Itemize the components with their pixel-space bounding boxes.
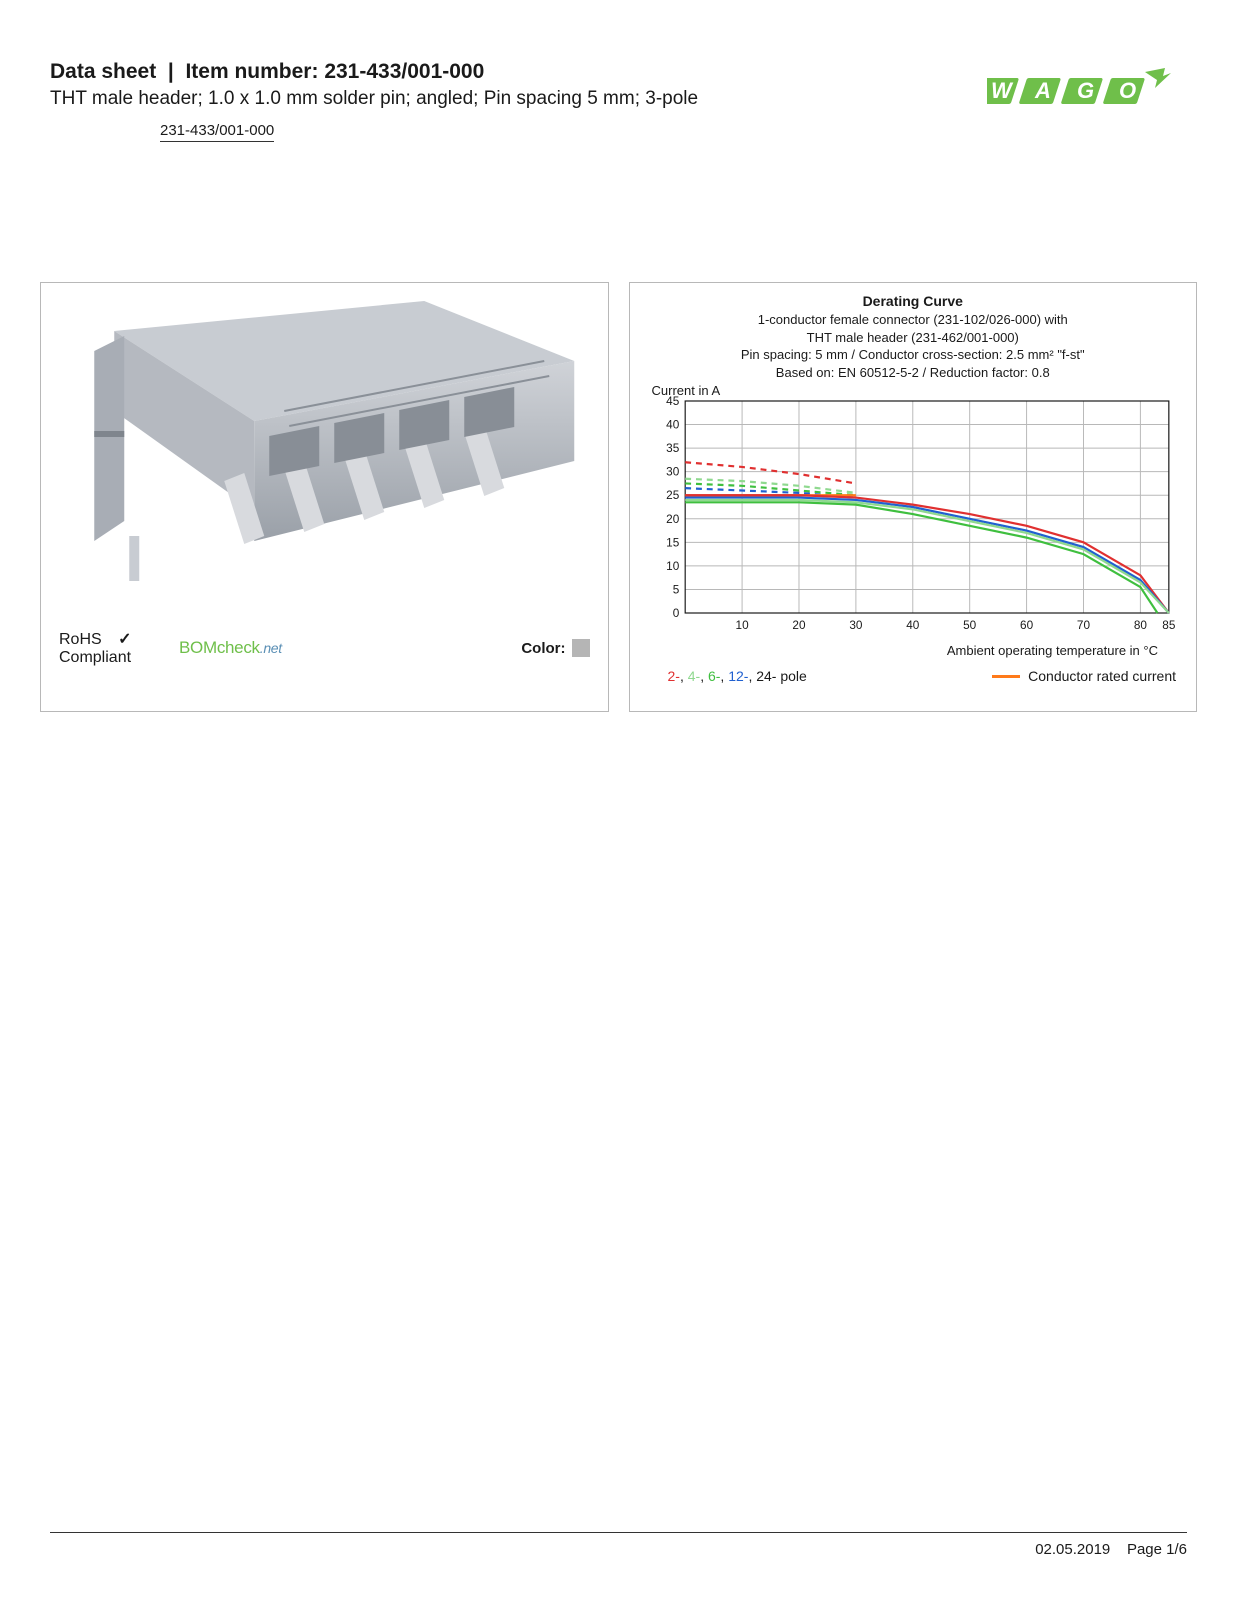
footer: 02.05.2019 Page 1/6 [50, 1532, 1187, 1558]
svg-text:80: 80 [1133, 618, 1146, 632]
chart-xlabel: Ambient operating temperature in °C [638, 643, 1189, 658]
chart-sub1: 1-conductor female connector (231-102/02… [638, 311, 1189, 329]
svg-text:70: 70 [1076, 618, 1089, 632]
compliance-row: RoHS ✓ Compliant BOMcheck.net Color: [49, 621, 600, 675]
svg-text:40: 40 [666, 418, 679, 432]
svg-text:40: 40 [906, 618, 919, 632]
legend-rated: Conductor rated current [992, 668, 1176, 684]
wago-logo: W A G O [987, 66, 1187, 116]
bomcheck-net: .net [260, 640, 282, 656]
label-datasheet: Data sheet [50, 60, 156, 83]
svg-text:W: W [991, 78, 1014, 103]
bomcheck-logo: BOMcheck.net [179, 638, 282, 658]
header-text: Data sheet | Item number: 231-433/001-00… [50, 60, 987, 142]
rated-swatch [992, 675, 1020, 678]
chart-ylabel: Current in A [652, 383, 721, 398]
product-panel: RoHS ✓ Compliant BOMcheck.net Color: [40, 282, 609, 712]
legend-pole-6: 6- [708, 668, 720, 684]
chart-panel: Derating Curve 1-conductor female connec… [629, 282, 1198, 712]
svg-text:20: 20 [666, 512, 679, 526]
color-block: Color: [521, 639, 589, 657]
svg-text:85: 85 [1162, 618, 1175, 632]
svg-text:30: 30 [666, 465, 679, 479]
header: Data sheet | Item number: 231-433/001-00… [0, 0, 1237, 152]
label-itemnum: Item number: [185, 60, 318, 83]
chart-sub4: Based on: EN 60512-5-2 / Reduction facto… [638, 364, 1189, 382]
item-tag: 231-433/001-000 [160, 122, 274, 142]
svg-text:35: 35 [666, 441, 679, 455]
divider: | [162, 60, 185, 83]
legend-rated-label: Conductor rated current [1028, 668, 1176, 684]
color-swatch [572, 639, 590, 657]
check-icon: ✓ [118, 631, 131, 648]
legend-poles: 2-, 4-, 6-, 12-, 24- pole [668, 668, 807, 684]
chart-sub2: THT male header (231-462/001-000) [638, 329, 1189, 347]
svg-text:30: 30 [849, 618, 862, 632]
rohs-label: RoHS [59, 631, 102, 648]
derating-chart: 051015202530354045102030405060708085 [638, 389, 1189, 639]
chart-area: Current in A 051015202530354045102030405… [638, 389, 1189, 639]
footer-date: 02.05.2019 [1035, 1541, 1110, 1558]
svg-text:10: 10 [666, 559, 679, 573]
svg-text:25: 25 [666, 488, 679, 502]
title-line: Data sheet | Item number: 231-433/001-00… [50, 60, 987, 84]
svg-text:15: 15 [666, 535, 679, 549]
chart-title: Derating Curve [638, 293, 1189, 309]
svg-text:A: A [1034, 78, 1051, 103]
compliant-label: Compliant [59, 649, 179, 667]
svg-text:0: 0 [672, 606, 679, 620]
svg-text:5: 5 [672, 583, 679, 597]
legend-pole-12: 12- [728, 668, 748, 684]
color-label: Color: [521, 640, 565, 657]
svg-text:G: G [1077, 78, 1094, 103]
svg-text:O: O [1119, 78, 1136, 103]
subtitle: THT male header; 1.0 x 1.0 mm solder pin… [50, 88, 987, 110]
svg-text:10: 10 [735, 618, 748, 632]
chart-sub3: Pin spacing: 5 mm / Conductor cross-sect… [638, 346, 1189, 364]
product-image [49, 291, 600, 621]
item-number: 231-433/001-000 [324, 60, 484, 83]
legend-pole-4: 4- [688, 668, 700, 684]
legend-pole-24: 24- [756, 668, 776, 684]
rohs-block: RoHS ✓ Compliant [59, 629, 179, 667]
svg-text:20: 20 [792, 618, 805, 632]
bomcheck-main: BOMcheck [179, 638, 260, 657]
panels-row: RoHS ✓ Compliant BOMcheck.net Color: Der… [0, 152, 1237, 712]
svg-text:60: 60 [1020, 618, 1033, 632]
svg-text:50: 50 [963, 618, 976, 632]
chart-legend: 2-, 4-, 6-, 12-, 24- pole Conductor rate… [638, 658, 1189, 684]
footer-page: Page 1/6 [1127, 1541, 1187, 1558]
legend-pole-2: 2- [668, 668, 680, 684]
